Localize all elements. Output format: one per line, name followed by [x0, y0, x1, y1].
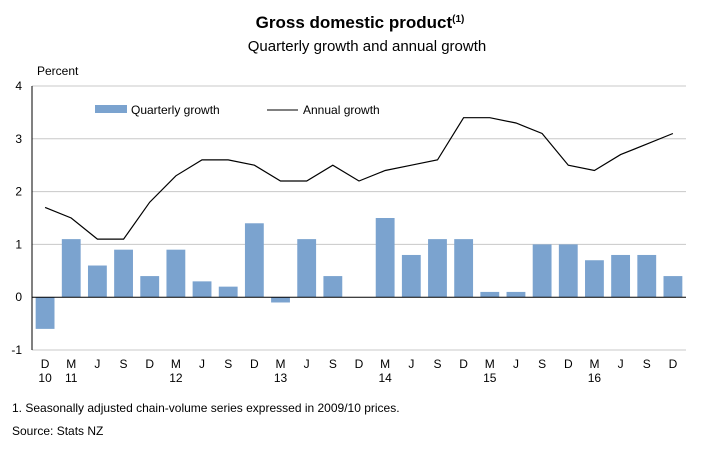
bar-M-16: [585, 260, 604, 298]
x-tick-label-S-14: S: [433, 357, 441, 371]
chart-svg: Gross domestic product(1) Quarterly grow…: [11, 13, 686, 385]
bar-J-12: [192, 281, 212, 298]
y-tick-label-4: 4: [15, 79, 22, 93]
x-tick-label-M-14: M: [380, 357, 390, 371]
bar-D-15: [558, 244, 578, 298]
bar-J-13: [297, 239, 317, 298]
y-tick-label--1: -1: [11, 343, 22, 357]
x-tick-label-D-13: D: [355, 357, 364, 371]
x-tick-label-D-11: D: [145, 357, 154, 371]
line-series-annual-growth: [44, 117, 674, 240]
bar-J-16: [611, 254, 631, 298]
bar-D-12: [244, 223, 264, 298]
x-tick-label-J-12: J: [199, 357, 205, 371]
chart-title: Gross domestic product(1): [256, 13, 465, 32]
x-tick-label-J-11: J: [94, 357, 100, 371]
bar-J-15: [506, 291, 526, 298]
x-tick-label-D-10: D: [41, 357, 50, 371]
bar-S-11: [114, 249, 133, 298]
bar-S-14: [428, 239, 447, 298]
y-tick-label-3: 3: [15, 132, 22, 146]
x-tick-label-J-14: J: [408, 357, 414, 371]
bar-S-13: [323, 276, 343, 298]
bar-M-12: [166, 249, 186, 298]
gridlines: [32, 85, 686, 351]
y-tick-label-0: 0: [15, 290, 22, 304]
x-tick-label-D-14: D: [459, 357, 468, 371]
x-year-label-10: 10: [38, 371, 52, 385]
legend-label-quarterly-growth: Quarterly growth: [131, 103, 220, 117]
y-tick-label-2: 2: [15, 185, 22, 199]
y-tick-label-1: 1: [15, 237, 22, 251]
x-tick-label-J-15: J: [513, 357, 519, 371]
x-tick-label-S-15: S: [538, 357, 546, 371]
bar-D-16: [663, 276, 683, 298]
x-tick-label-D-12: D: [250, 357, 259, 371]
y-axis-label: Percent: [37, 64, 79, 78]
x-tick-label-M-12: M: [171, 357, 181, 371]
x-tick-label-S-12: S: [224, 357, 232, 371]
x-tick-label-M-15: M: [485, 357, 495, 371]
bar-D-14: [454, 239, 474, 298]
x-tick-label-J-13: J: [304, 357, 310, 371]
x-year-label-13: 13: [274, 371, 288, 385]
x-tick-label-M-13: M: [276, 357, 286, 371]
bar-S-16: [637, 254, 657, 298]
legend-swatch-quarterly-growth: [95, 105, 127, 113]
x-year-label-14: 14: [378, 371, 392, 385]
bar-M-15: [480, 291, 500, 298]
x-tick-label-S-13: S: [329, 357, 337, 371]
x-tick-label-M-11: M: [66, 357, 76, 371]
bar-S-15: [532, 244, 552, 298]
x-tick-label-D-15: D: [564, 357, 573, 371]
x-year-label-12: 12: [169, 371, 183, 385]
bar-M-11: [61, 239, 81, 298]
source-note: Source: Stats NZ: [12, 424, 104, 438]
bar-J-14: [401, 254, 421, 298]
legend-label-annual-growth: Annual growth: [303, 103, 380, 117]
line-annual-growth: [44, 117, 674, 240]
bar-S-12: [218, 286, 238, 298]
x-tick-label-J-16: J: [618, 357, 624, 371]
x-tick-label-D-16: D: [669, 357, 678, 371]
x-year-label-11: 11: [65, 371, 78, 385]
x-tick-label-M-16: M: [589, 357, 599, 371]
bar-J-11: [87, 265, 107, 298]
x-tick-label-S-11: S: [120, 357, 128, 371]
bars-series-quarterly-growth: [35, 218, 683, 329]
bar-M-13: [271, 297, 290, 303]
x-year-label-15: 15: [483, 371, 497, 385]
x-tick-label-S-16: S: [643, 357, 651, 371]
x-year-label-16: 16: [588, 371, 602, 385]
bar-M-14: [375, 218, 395, 298]
bar-D-11: [140, 276, 160, 298]
footnote: 1. Seasonally adjusted chain-volume seri…: [12, 401, 400, 415]
legend: Quarterly growth Annual growth: [95, 103, 380, 117]
bar-D-10: [35, 297, 55, 329]
chart-subtitle: Quarterly growth and annual growth: [248, 38, 486, 55]
